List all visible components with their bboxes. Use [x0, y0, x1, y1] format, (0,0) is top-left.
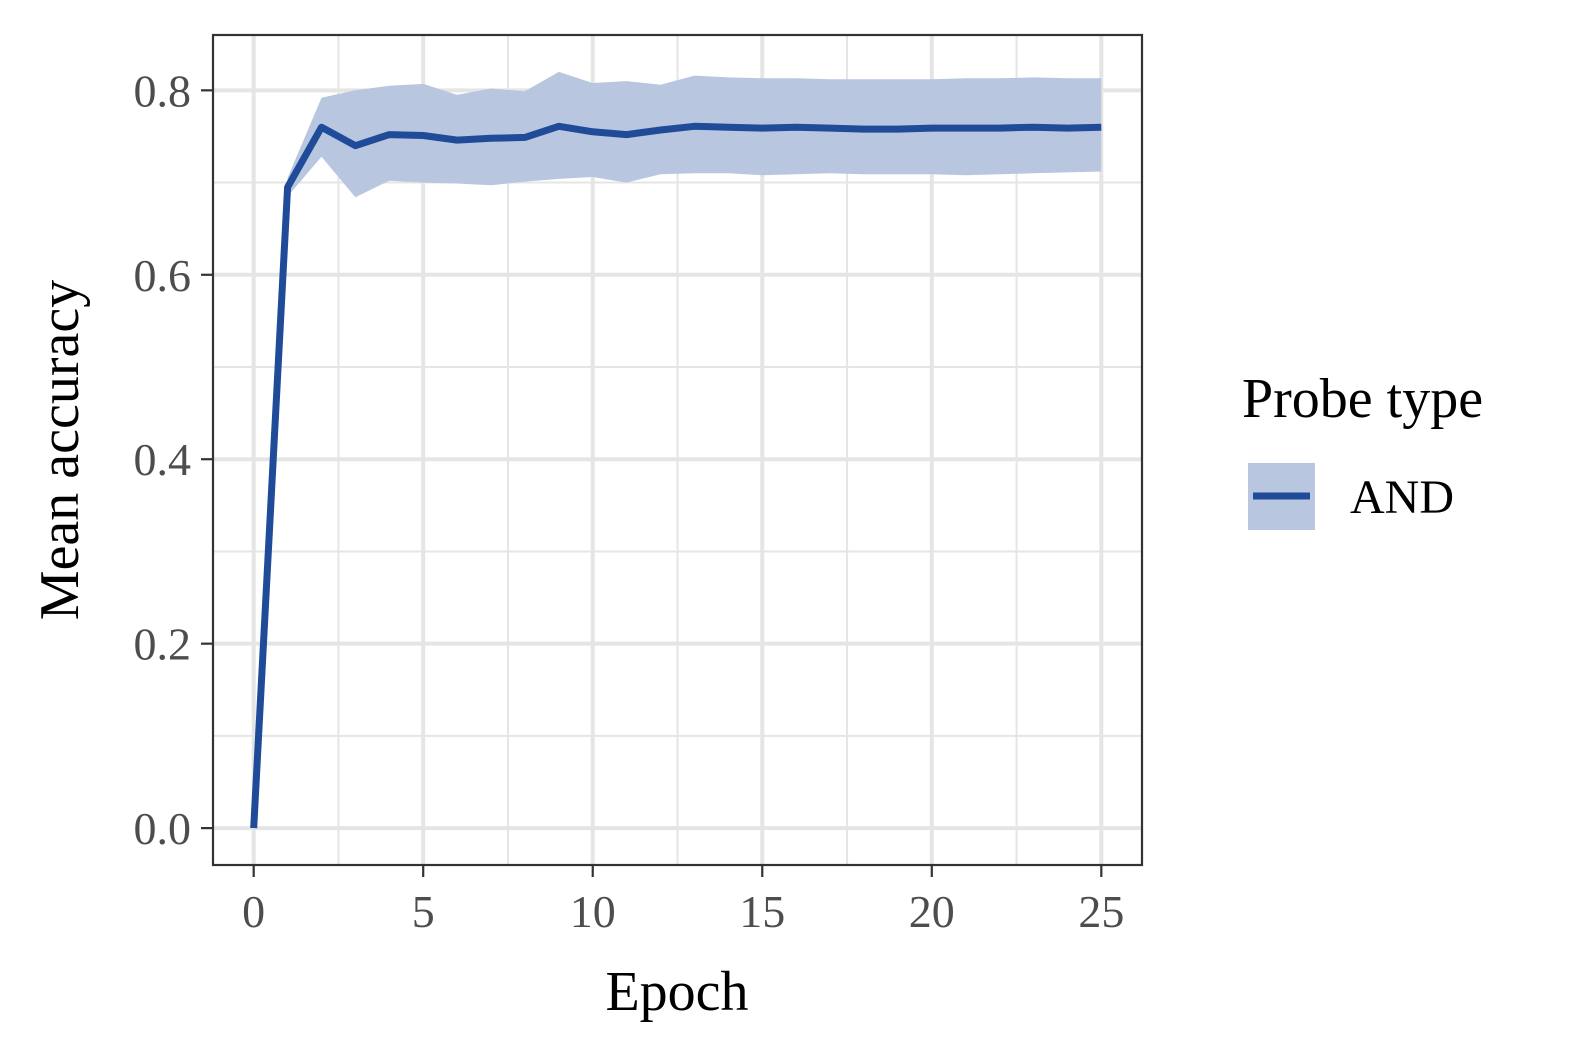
- y-tick-label: 0.6: [134, 250, 192, 301]
- legend: Probe type AND: [1242, 368, 1483, 530]
- x-tick-label: 20: [909, 886, 955, 937]
- legend-title: Probe type: [1242, 368, 1483, 430]
- x-tick-label: 15: [739, 886, 785, 937]
- x-axis-title: Epoch: [605, 961, 748, 1023]
- legend-label-and: AND: [1350, 471, 1454, 524]
- y-tick-label: 0.2: [134, 619, 192, 670]
- y-tick-label: 0.8: [134, 65, 192, 116]
- y-axis-ticks: 0.0 0.2 0.4 0.6 0.8: [134, 65, 213, 854]
- series-line-and: [250, 122, 1102, 829]
- x-tick-label: 10: [570, 886, 616, 937]
- x-tick-label: 5: [412, 886, 435, 937]
- x-axis-ticks: 0 5 10 15 20 25: [242, 865, 1124, 937]
- x-tick-label: 25: [1078, 886, 1124, 937]
- confidence-ribbon-layer: [253, 71, 1102, 829]
- y-tick-label: 0.4: [134, 434, 192, 485]
- plot-panel-border: [211, 33, 1144, 867]
- y-axis-title: Mean accuracy: [29, 280, 91, 620]
- series-line-layer: [250, 122, 1102, 829]
- y-tick-label: 0.0: [134, 803, 192, 854]
- series-ribbon-and: [253, 71, 1102, 829]
- x-tick-label: 0: [242, 886, 265, 937]
